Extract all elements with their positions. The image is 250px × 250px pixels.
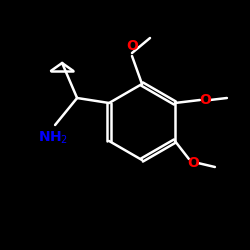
Text: O: O — [126, 39, 138, 53]
Text: O: O — [199, 93, 211, 107]
Text: O: O — [187, 156, 199, 170]
Text: NH$_2$: NH$_2$ — [38, 130, 68, 146]
